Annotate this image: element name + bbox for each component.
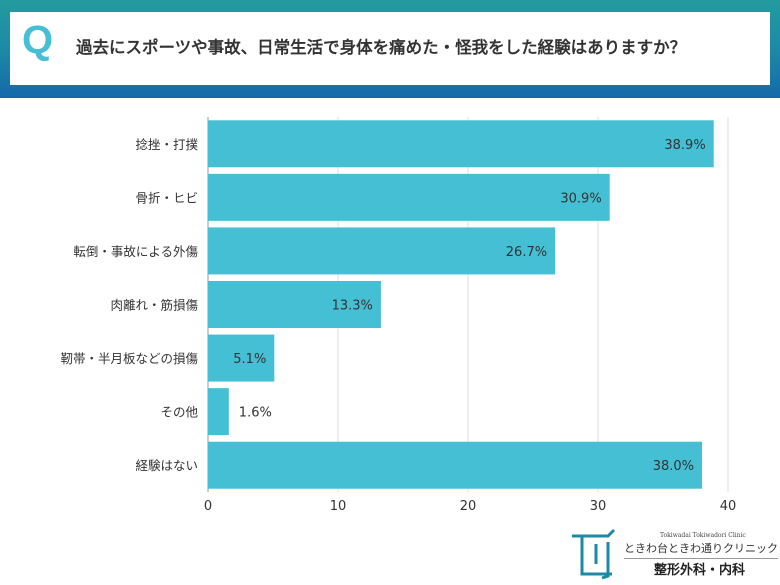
category-label: 転倒・事故による外傷 — [73, 244, 198, 259]
bar — [208, 388, 229, 436]
clinic-logo: Tokiwadai Tokiwadori Clinic ときわ台ときわ通りクリニ… — [568, 528, 778, 580]
x-tick-label: 0 — [204, 499, 212, 514]
category-label: 骨折・ヒビ — [135, 190, 198, 205]
question-title: 過去にスポーツや事故、日常生活で身体を痛めた・怪我をした経験はありますか？ — [76, 38, 687, 57]
x-tick-label: 10 — [330, 499, 347, 514]
category-label: その他 — [160, 405, 198, 420]
category-label: 靭帯・半月板などの損傷 — [60, 351, 198, 366]
x-tick-label: 40 — [720, 499, 737, 514]
question-box — [10, 12, 770, 85]
q-mark: Q — [22, 18, 54, 62]
data-label: 5.1% — [233, 352, 266, 367]
data-label: 38.9% — [664, 138, 705, 153]
bar — [208, 227, 556, 275]
data-label: 38.0% — [653, 459, 694, 474]
category-label: 経験はない — [135, 458, 198, 473]
x-tick-label: 30 — [590, 499, 607, 514]
data-label: 1.6% — [239, 406, 272, 421]
tc-logo-icon — [572, 528, 616, 580]
bar — [208, 334, 275, 382]
data-label: 13.3% — [332, 299, 373, 314]
data-label: 26.7% — [506, 245, 547, 260]
bar — [208, 441, 702, 489]
data-label: 30.9% — [560, 191, 601, 206]
bar — [208, 173, 610, 221]
header-band: Q 過去にスポーツや事故、日常生活で身体を痛めた・怪我をした経験はありますか？ — [0, 0, 780, 98]
logo-en: Tokiwadai Tokiwadori Clinic — [660, 532, 746, 539]
category-label: 肉離れ・筋損傷 — [110, 298, 198, 313]
bar — [208, 120, 714, 168]
x-tick-label: 20 — [460, 499, 477, 514]
bar — [208, 281, 381, 328]
logo-jp: ときわ台ときわ通りクリニック — [624, 540, 778, 559]
logo-sub: 整形外科・内科 — [654, 563, 746, 578]
category-label: 捻挫・打撲 — [135, 137, 198, 152]
